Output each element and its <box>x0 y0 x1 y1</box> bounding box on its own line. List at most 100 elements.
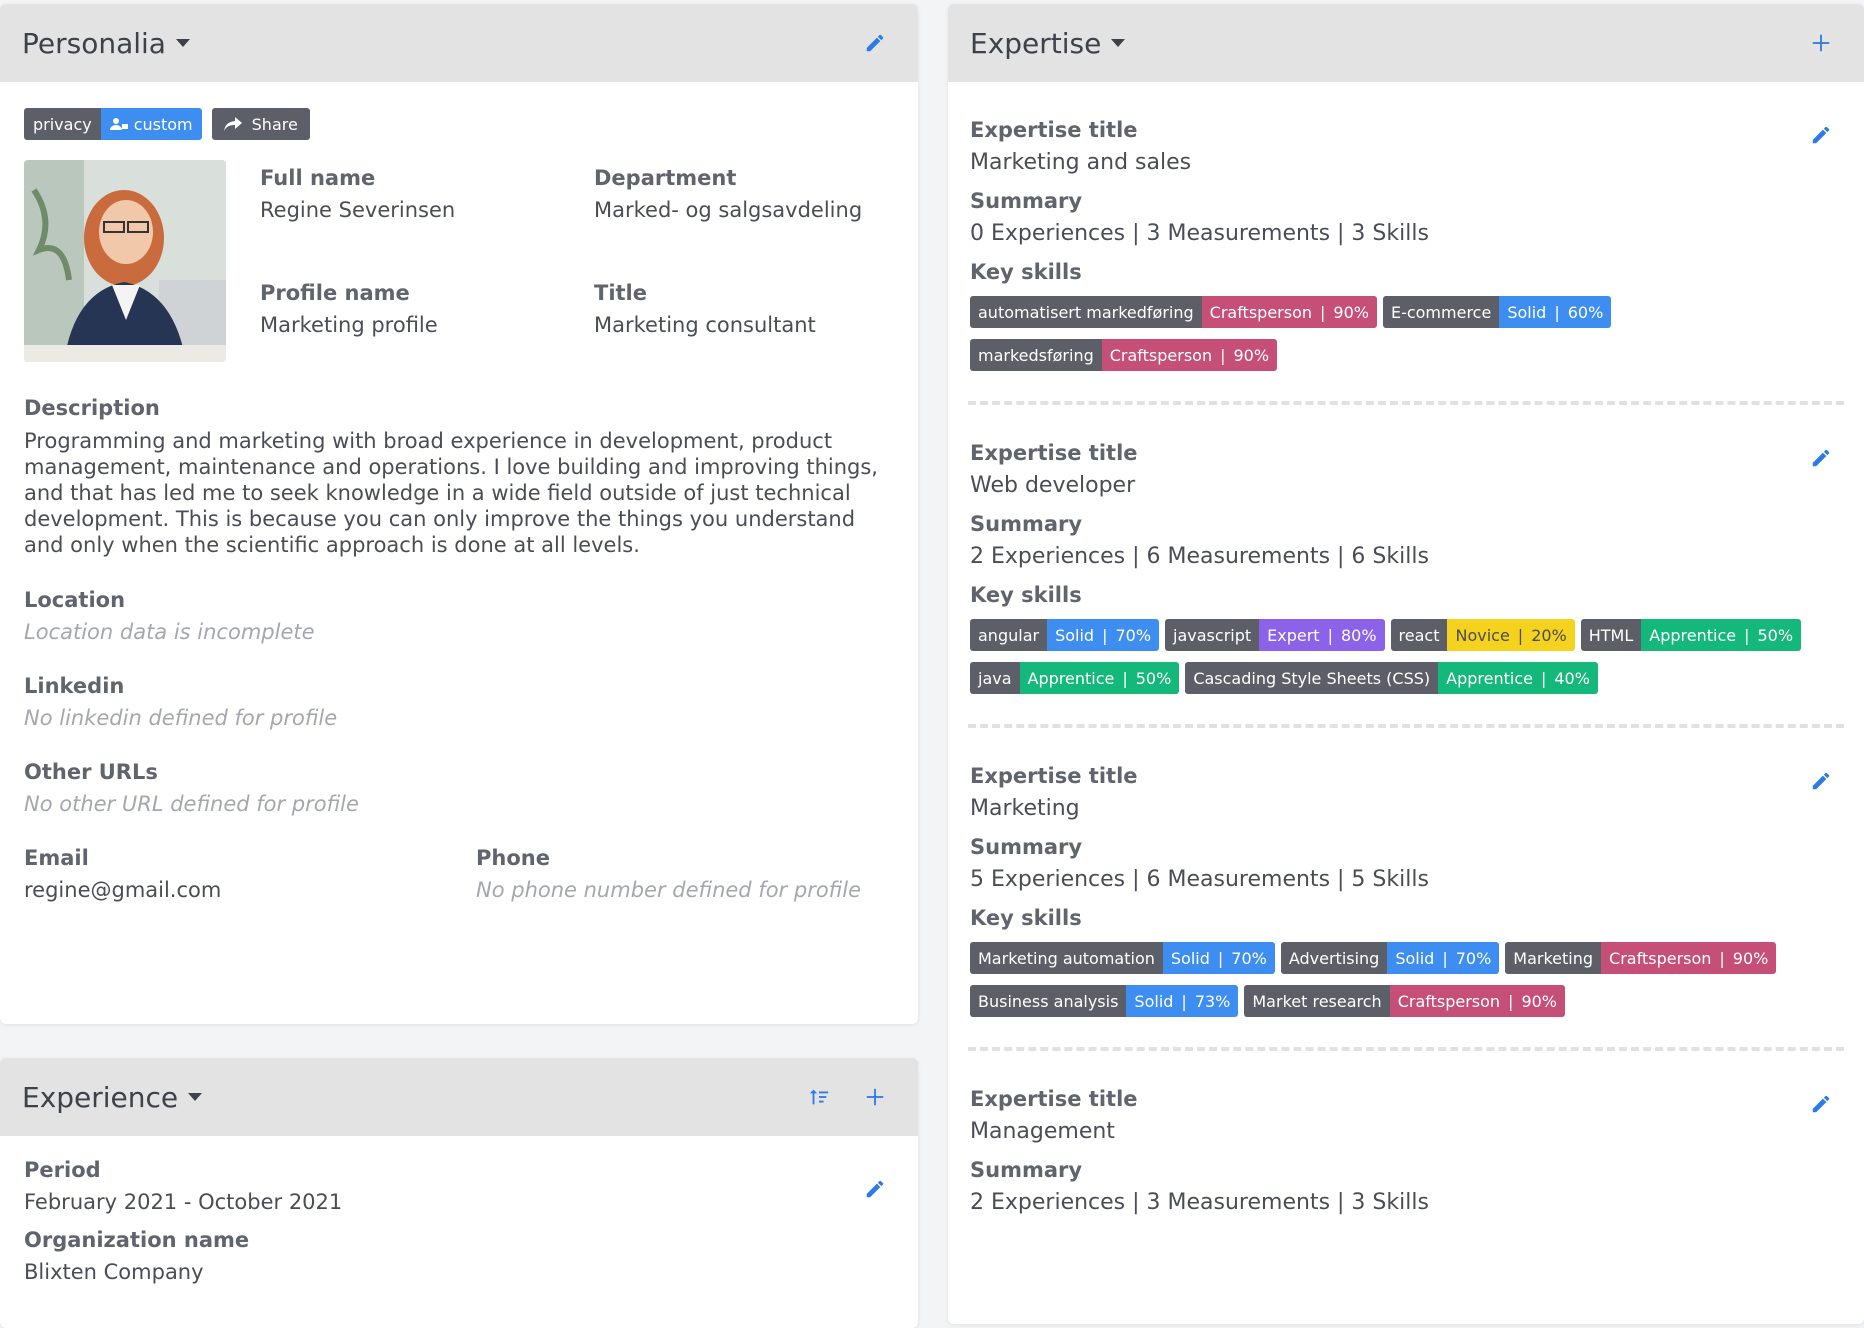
edit-personalia-button[interactable] <box>862 30 888 56</box>
skill-level: Solid | 73% <box>1126 985 1239 1017</box>
skill-tag[interactable]: Marketing Craftsperson | 90% <box>1505 942 1777 974</box>
skill-level: Apprentice | 40% <box>1438 662 1598 694</box>
skill-level: Apprentice | 50% <box>1019 662 1180 694</box>
summary-value: 2 Experiences | 6 Measurements | 6 Skill… <box>970 544 1429 569</box>
share-label: Share <box>251 114 298 134</box>
edit-expertise-button[interactable] <box>1808 768 1834 794</box>
skill-level-name: Craftsperson <box>1209 302 1312 322</box>
personalia-title[interactable]: Personalia <box>22 26 166 60</box>
expertise-item: Expertise title Marketing and sales Summar… <box>948 82 1864 401</box>
skill-name: Marketing <box>1505 942 1602 974</box>
chevron-down-icon[interactable] <box>188 1093 203 1101</box>
expertise-title-value: Management <box>970 1119 1115 1144</box>
skill-separator: | <box>1320 302 1326 322</box>
skill-tag[interactable]: java Apprentice | 50% <box>970 662 1180 694</box>
summary-label: Summary <box>970 512 1083 536</box>
add-experience-button[interactable] <box>862 1084 888 1110</box>
skill-name: react <box>1390 619 1448 651</box>
period-label: Period <box>24 1158 101 1182</box>
expertise-title[interactable]: Expertise <box>970 26 1102 60</box>
skill-percent: 70% <box>1115 625 1152 645</box>
skill-separator: | <box>1744 625 1750 645</box>
expertise-item: Expertise title Web developer Summary 2 Exp… <box>948 405 1864 724</box>
experience-title[interactable]: Experience <box>22 1080 179 1114</box>
skill-level-name: Solid <box>1134 991 1174 1011</box>
edit-experience-button[interactable] <box>862 1176 888 1202</box>
sort-button[interactable] <box>806 1084 832 1110</box>
privacy-value: custom <box>100 108 202 140</box>
skill-tag[interactable]: javascript Expert | 80% <box>1165 619 1385 651</box>
add-expertise-button[interactable] <box>1808 30 1834 56</box>
privacy-value-text: custom <box>133 114 193 134</box>
profile-name-value: Marketing profile <box>260 313 438 337</box>
phone-value: No phone number defined for profile <box>476 878 861 902</box>
summary-value: 0 Experiences | 3 Measurements | 3 Skill… <box>970 221 1429 246</box>
organization-label: Organization name <box>24 1228 250 1252</box>
skill-tag[interactable]: Business analysis Solid | 73% <box>970 985 1239 1017</box>
skill-separator: | <box>1508 991 1514 1011</box>
skill-tag[interactable]: markedsføring Craftsperson | 90% <box>970 339 1278 371</box>
key-skills-list: automatisert markedføring Craftsperson | 90… <box>970 296 1842 371</box>
privacy-label: privacy <box>24 108 101 140</box>
edit-expertise-button[interactable] <box>1808 445 1834 471</box>
key-skills-label: Key skills <box>970 906 1082 930</box>
skill-level-name: Novice <box>1455 625 1510 645</box>
expertise-title-label: Expertise title <box>970 118 1138 142</box>
email-label: Email <box>24 846 89 870</box>
right-column: Expertise Expertise title Marketing and s… <box>948 0 1864 1324</box>
skill-tag[interactable]: Marketing automation Solid | 70% <box>970 942 1275 974</box>
location-value: Location data is incomplete <box>24 620 315 644</box>
skill-level-name: Expert <box>1267 625 1320 645</box>
skill-level: Solid | 70% <box>1387 942 1500 974</box>
skill-tag[interactable]: E-commerce Solid | 60% <box>1382 296 1612 328</box>
other-urls-label: Other URLs <box>24 760 158 784</box>
chevron-down-icon[interactable] <box>1111 39 1126 47</box>
skill-tag[interactable]: automatisert markedføring Craftsperson | 90… <box>970 296 1377 328</box>
skill-tag[interactable]: react Novice | 20% <box>1390 619 1575 651</box>
skill-tag[interactable]: angular Solid | 70% <box>970 619 1160 651</box>
summary-value: 5 Experiences | 6 Measurements | 5 Skill… <box>970 867 1429 892</box>
skill-separator: | <box>1517 625 1524 645</box>
profile-photo <box>24 160 226 362</box>
share-button[interactable]: Share <box>211 108 310 140</box>
skill-level-name: Apprentice <box>1027 668 1115 688</box>
skill-level: Solid | 60% <box>1499 296 1612 328</box>
expertise-list: Expertise title Marketing and sales Summar… <box>948 82 1864 1245</box>
skill-separator: | <box>1220 345 1226 365</box>
skill-percent: 20% <box>1531 625 1567 645</box>
skill-separator: | <box>1554 302 1560 322</box>
skill-percent: 40% <box>1554 668 1590 688</box>
sort-icon <box>809 1089 829 1105</box>
skill-level: Novice | 20% <box>1447 619 1575 651</box>
key-skills-list: angular Solid | 70% javascript Expert | 80% reac… <box>970 619 1842 694</box>
skill-tag[interactable]: Advertising Solid | 70% <box>1280 942 1500 974</box>
expertise-title-value: Marketing and sales <box>970 150 1192 175</box>
privacy-badge[interactable]: privacy custom <box>24 108 202 140</box>
skill-separator: | <box>1719 948 1725 968</box>
skill-separator: | <box>1327 625 1333 645</box>
edit-expertise-button[interactable] <box>1808 1091 1834 1117</box>
expertise-title-value: Web developer <box>970 473 1136 498</box>
skill-level: Expert | 80% <box>1259 619 1385 651</box>
skill-tag[interactable]: Market research Craftsperson | 90% <box>1244 985 1565 1017</box>
summary-label: Summary <box>970 189 1083 213</box>
skill-level: Craftsperson | 90% <box>1389 985 1565 1017</box>
phone-label: Phone <box>476 846 550 870</box>
key-skills-label: Key skills <box>970 260 1082 284</box>
skill-percent: 90% <box>1732 948 1769 968</box>
skill-percent: 50% <box>1757 625 1794 645</box>
pencil-icon <box>1812 1095 1830 1113</box>
skill-tag[interactable]: Cascading Style Sheets (CSS) Apprentice | 4… <box>1185 662 1598 694</box>
department-value: Marked- og salgsavdeling <box>594 198 863 222</box>
linkedin-label: Linkedin <box>24 674 125 698</box>
edit-expertise-button[interactable] <box>1808 122 1834 148</box>
personalia-card: Personalia privacy custom Sh <box>0 4 918 1024</box>
skill-separator: | <box>1122 668 1128 688</box>
skill-tag[interactable]: HTML Apprentice | 50% <box>1580 619 1802 651</box>
chevron-down-icon[interactable] <box>175 39 190 47</box>
expertise-separator <box>968 724 1844 728</box>
summary-label: Summary <box>970 835 1083 859</box>
expertise-item: Expertise title Management Summary 2 Experi… <box>948 1051 1864 1245</box>
skill-level-name: Solid <box>1055 625 1095 645</box>
other-urls-value: No other URL defined for profile <box>24 792 359 816</box>
